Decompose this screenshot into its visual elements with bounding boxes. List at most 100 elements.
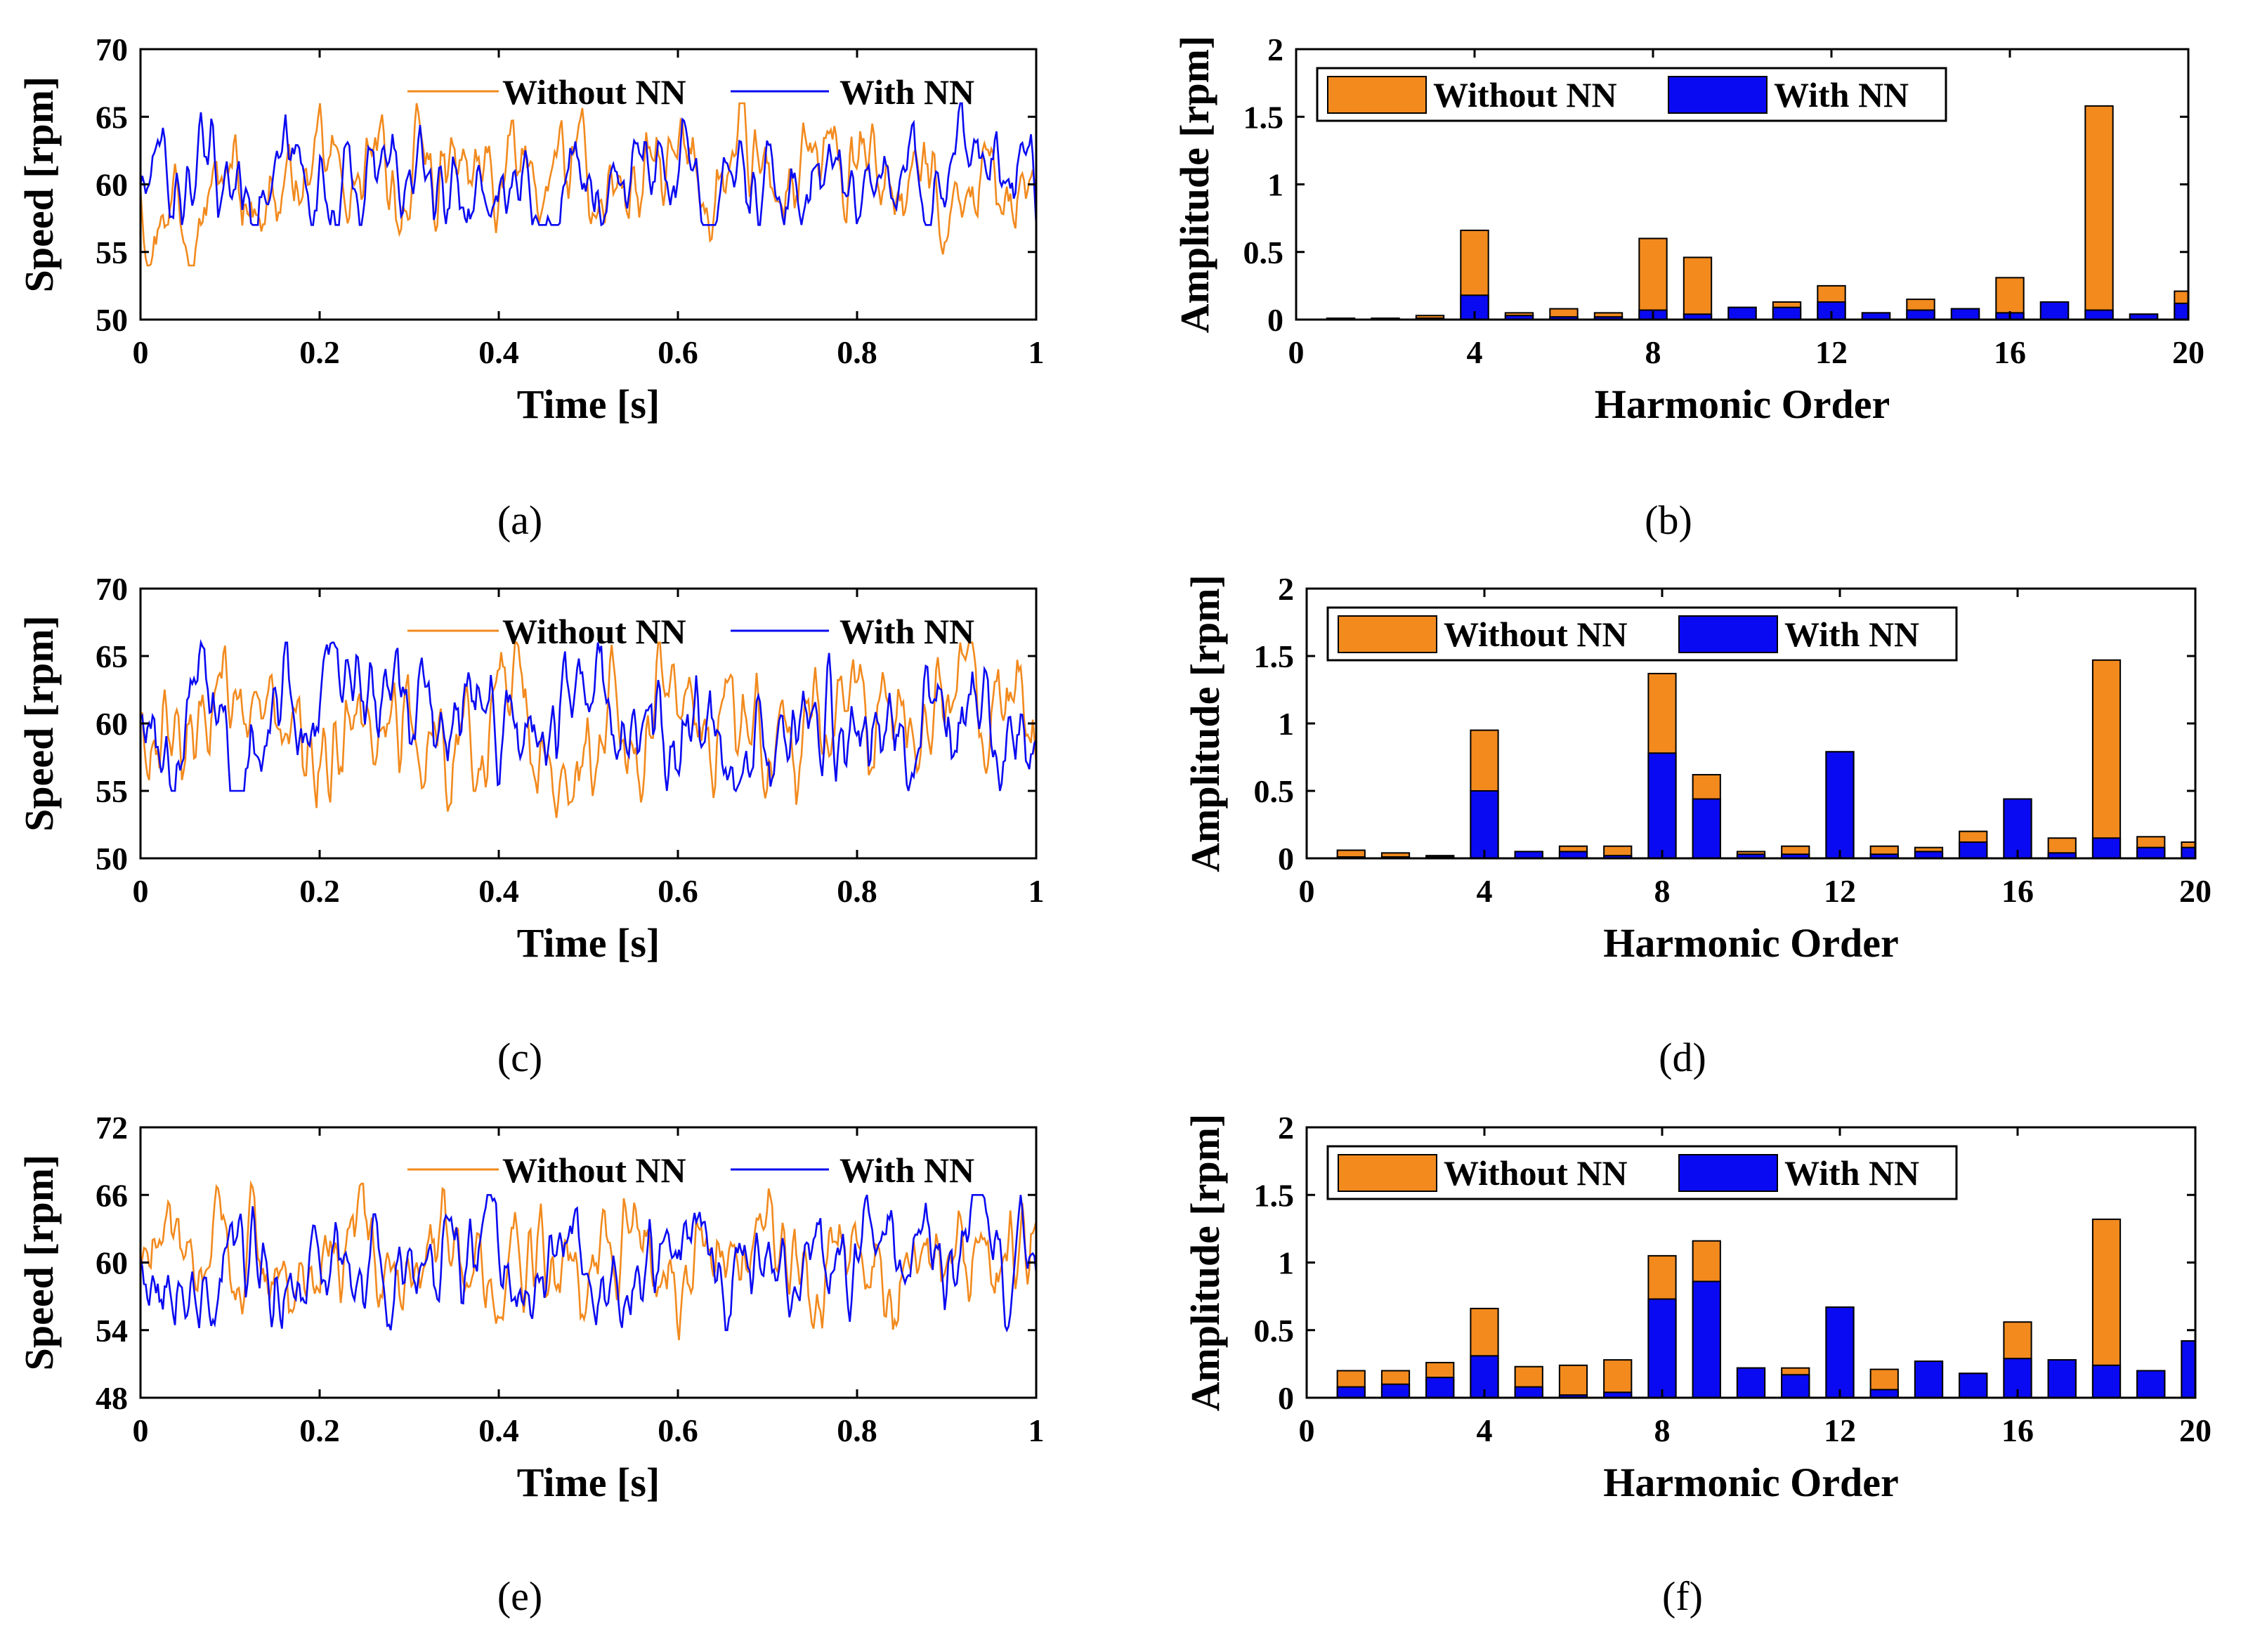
y-tick-label: 1 bbox=[1267, 167, 1283, 203]
y-tick-label: 0.5 bbox=[1254, 1313, 1295, 1349]
legend-swatch-without-nn bbox=[1327, 76, 1427, 114]
legend-label-without-nn: Without NN bbox=[1444, 615, 1628, 654]
x-axis-label: Time [s] bbox=[517, 1460, 660, 1505]
bar-with-nn-8 bbox=[1647, 1298, 1677, 1398]
legend-label-with-nn: With NN bbox=[839, 1150, 974, 1190]
x-tick-label: 0.2 bbox=[299, 1412, 340, 1448]
x-tick-label: 0 bbox=[1288, 334, 1305, 370]
y-tick-label: 0.5 bbox=[1243, 235, 1284, 270]
bar-with-nn-19 bbox=[2136, 1370, 2166, 1398]
legend-swatch-with-nn bbox=[1678, 1154, 1778, 1192]
series-line-with-nn bbox=[141, 102, 1036, 227]
legend-label-without-nn: Without NN bbox=[1433, 75, 1617, 114]
y-tick-label: 1.5 bbox=[1254, 1177, 1295, 1213]
x-tick-label: 16 bbox=[2001, 873, 2034, 909]
bar-without-nn-9 bbox=[1683, 256, 1713, 320]
panel-caption: (f) bbox=[1662, 1573, 1703, 1619]
bar-with-nn-13 bbox=[1861, 312, 1891, 320]
panel-caption: (a) bbox=[497, 497, 542, 543]
legend-label-without-nn: Without NN bbox=[1444, 1153, 1628, 1193]
x-axis-label: Time [s] bbox=[517, 920, 660, 966]
y-tick-label: 55 bbox=[96, 773, 128, 809]
y-tick-label: 60 bbox=[96, 706, 128, 742]
plot-area bbox=[141, 102, 1036, 267]
legend-swatch-with-nn bbox=[1668, 76, 1768, 114]
bar-with-nn-4 bbox=[1470, 790, 1499, 858]
x-tick-label: 4 bbox=[1477, 873, 1493, 909]
x-axis-label: Time [s] bbox=[517, 381, 660, 427]
x-tick-label: 0 bbox=[133, 1412, 149, 1448]
bar-with-nn-6 bbox=[1558, 851, 1588, 858]
bar-with-nn-5 bbox=[1514, 851, 1543, 858]
y-tick-label: 0 bbox=[1267, 302, 1283, 338]
y-tick-label: 1.5 bbox=[1243, 99, 1284, 135]
bar-with-nn-10 bbox=[1736, 1367, 1766, 1398]
y-tick-label: 50 bbox=[96, 302, 128, 338]
bar-with-nn-20 bbox=[2181, 846, 2195, 858]
bar-with-nn-19 bbox=[2136, 846, 2166, 858]
series-line-without-nn bbox=[141, 102, 1036, 267]
x-tick-label: 4 bbox=[1467, 334, 1483, 370]
x-tick-label: 0 bbox=[133, 334, 149, 370]
plot-area bbox=[1326, 105, 2188, 320]
chart-panel-6: 0 4 8 12 16 20 0 0.5 1 1.5 2 Harmonic Order Amplitud… bbox=[1182, 1110, 2211, 1619]
x-axis-label: Harmonic Order bbox=[1595, 381, 1890, 427]
legend: Without NN With NN bbox=[1326, 606, 1958, 662]
bar-with-nn-15 bbox=[1959, 1372, 1988, 1398]
y-axis-label: Speed [rpm] bbox=[16, 615, 62, 832]
y-tick-label: 1 bbox=[1278, 1245, 1294, 1281]
x-tick-label: 0.4 bbox=[478, 873, 519, 909]
y-tick-label: 70 bbox=[96, 571, 128, 607]
legend: Without NN With NN bbox=[407, 612, 974, 651]
bar-with-nn-2 bbox=[1380, 1383, 1411, 1398]
panel-caption: (c) bbox=[497, 1035, 542, 1080]
x-tick-label: 1 bbox=[1028, 873, 1045, 909]
bar-without-nn-6 bbox=[1558, 1364, 1588, 1398]
x-tick-label: 20 bbox=[2179, 873, 2211, 909]
x-tick-label: 0.2 bbox=[299, 334, 340, 370]
bar-with-nn-15 bbox=[1950, 308, 1980, 320]
legend-swatch-without-nn bbox=[1338, 1154, 1437, 1192]
y-tick-label: 65 bbox=[96, 99, 128, 135]
bar-without-nn-8 bbox=[1638, 237, 1668, 320]
y-tick-label: 66 bbox=[96, 1177, 128, 1213]
x-tick-label: 1 bbox=[1028, 1412, 1045, 1448]
x-axis-label: Harmonic Order bbox=[1603, 1460, 1898, 1505]
bar-with-nn-9 bbox=[1692, 1280, 1721, 1398]
panel-caption: (e) bbox=[497, 1573, 542, 1619]
legend-label-with-nn: With NN bbox=[1774, 75, 1909, 114]
bar-with-nn-7 bbox=[1603, 1391, 1633, 1398]
bar-with-nn-6 bbox=[1558, 1394, 1588, 1398]
x-tick-label: 0.4 bbox=[478, 334, 519, 370]
bar-with-nn-15 bbox=[1959, 841, 1988, 858]
bar-with-nn-13 bbox=[1869, 1389, 1899, 1398]
legend-label-with-nn: With NN bbox=[839, 612, 974, 651]
x-tick-label: 0.6 bbox=[658, 873, 698, 909]
legend: Without NN With NN bbox=[407, 1150, 974, 1190]
legend-label-without-nn: Without NN bbox=[502, 1150, 686, 1190]
x-tick-label: 0 bbox=[133, 873, 149, 909]
chart-panel-5: 0 0.2 0.4 0.6 0.8 1 48 54 60 66 72 Time [s] Speed [r… bbox=[16, 1110, 1045, 1619]
y-tick-label: 70 bbox=[96, 32, 128, 67]
panel-caption: (d) bbox=[1659, 1035, 1706, 1080]
bar-with-nn-12 bbox=[1825, 751, 1855, 858]
x-tick-label: 0.4 bbox=[478, 1412, 519, 1448]
y-tick-label: 2 bbox=[1267, 32, 1283, 67]
y-tick-label: 0 bbox=[1278, 841, 1294, 877]
y-tick-label: 54 bbox=[96, 1313, 128, 1349]
plot-area bbox=[141, 1180, 1036, 1341]
series-line-with-nn bbox=[141, 1194, 1036, 1333]
legend: Without NN With NN bbox=[1326, 1145, 1958, 1200]
y-axis-label: Speed [rpm] bbox=[16, 1155, 62, 1371]
x-tick-label: 0.6 bbox=[658, 1412, 698, 1448]
legend-swatch-without-nn bbox=[1338, 615, 1437, 653]
bar-with-nn-7 bbox=[1603, 855, 1633, 858]
bar-with-nn-20 bbox=[2181, 1340, 2195, 1398]
chart-panel-1: 0 0.2 0.4 0.6 0.8 1 50 55 60 65 70 Time [s] Speed [r… bbox=[16, 32, 1045, 543]
bar-with-nn-9 bbox=[1692, 798, 1721, 858]
y-tick-label: 65 bbox=[96, 638, 128, 674]
bar-without-nn-18 bbox=[2091, 659, 2122, 858]
legend: Without NN With NN bbox=[1316, 67, 1947, 122]
x-tick-label: 8 bbox=[1654, 1412, 1671, 1448]
x-tick-label: 0.2 bbox=[299, 873, 340, 909]
